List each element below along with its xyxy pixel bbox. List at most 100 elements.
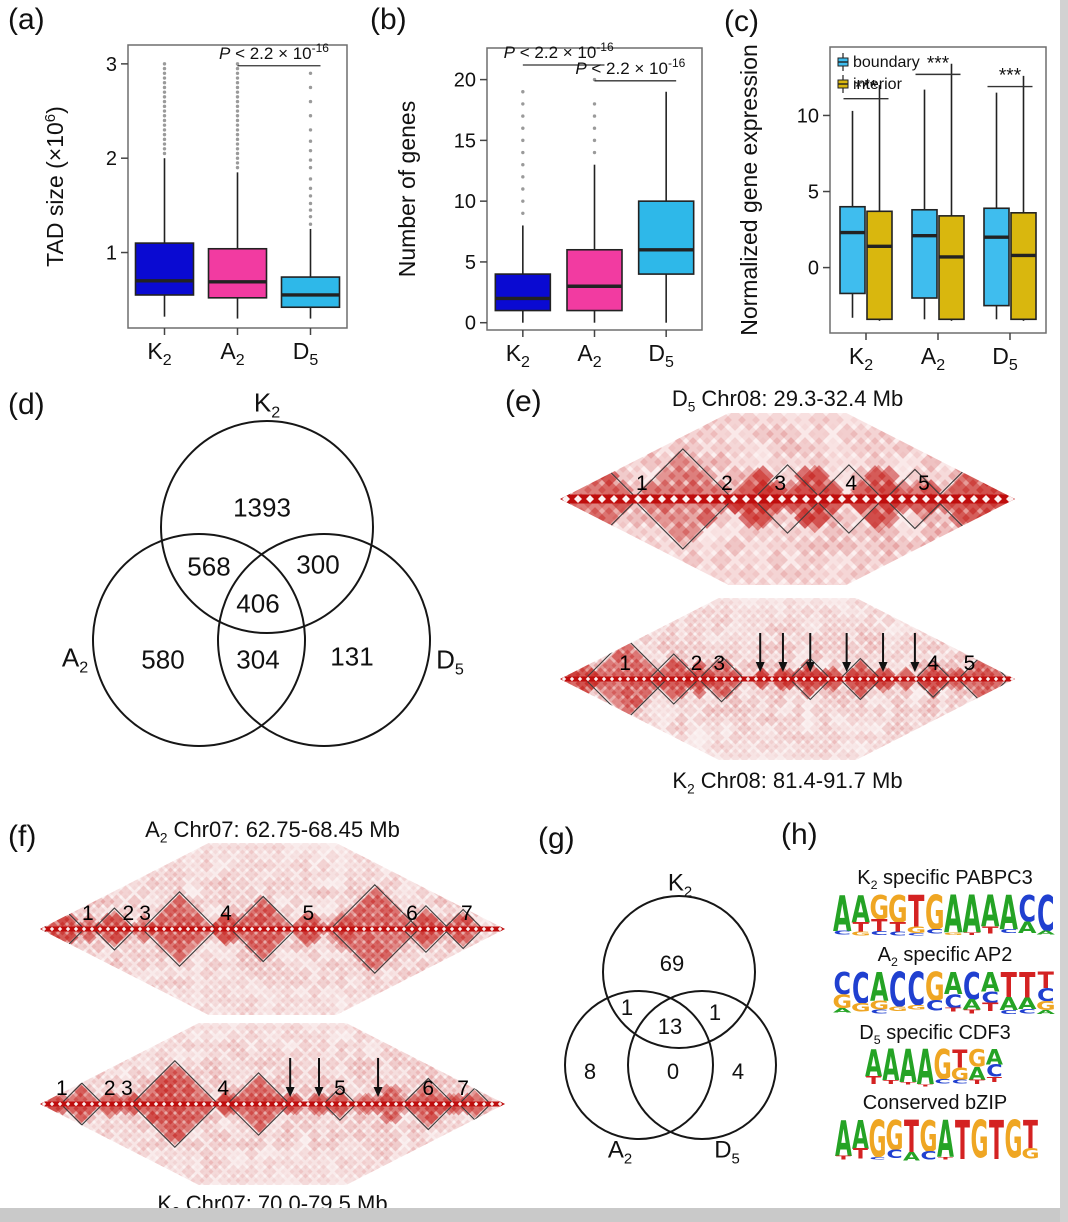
boxplot-number-of-genes: 0 5 10 15 20 Number of genes K2 A2 D5 P < 2.2 × 1…	[394, 40, 703, 371]
svg-text:A2: A2	[921, 343, 945, 372]
svg-text:boundary: boundary	[853, 54, 920, 71]
svg-text:C: C	[852, 970, 870, 1014]
venn-circle-d5	[217, 533, 431, 747]
panel-label-e: (e)	[505, 385, 542, 418]
logo-title-cdf3: D5 specific CDF3	[859, 1022, 1011, 1047]
svg-text:C: C	[1000, 929, 1018, 935]
svg-text:T: T	[1001, 970, 1018, 1007]
panel-label-b: (b)	[370, 3, 407, 36]
svg-text:7: 7	[457, 1077, 469, 1100]
venn-count-k2-d5: 1	[708, 1000, 722, 1025]
svg-text:3: 3	[713, 652, 725, 675]
svg-text:A2: A2	[577, 340, 601, 371]
svg-text:C: C	[833, 970, 851, 1002]
panel-label-c: (c)	[724, 5, 759, 38]
venn-count-a2-only: 8	[583, 1059, 597, 1084]
venn-count-d5-only: 131	[330, 641, 374, 672]
venn-set-label-d5: D5	[436, 644, 464, 679]
panel-d: (d) K2 A2 D5 1393 568 300 406 580 304 13…	[5, 380, 515, 815]
svg-text:1: 1	[636, 472, 648, 495]
svg-text:T: T	[952, 1047, 968, 1074]
svg-text:A: A	[981, 970, 1000, 998]
svg-text:5: 5	[302, 902, 314, 925]
svg-text:T: T	[883, 1080, 898, 1086]
svg-text:A: A	[833, 893, 851, 939]
svg-text:4: 4	[845, 472, 857, 495]
svg-text:T: T	[890, 920, 907, 936]
svg-text:P < 2.2 × 10-16: P < 2.2 × 10-16	[504, 40, 614, 62]
svg-text:A: A	[1037, 1009, 1055, 1015]
svg-text:G: G	[943, 932, 963, 936]
svg-text:A: A	[963, 893, 982, 939]
svg-text:2: 2	[123, 902, 135, 925]
svg-text:D5: D5	[648, 340, 674, 371]
svg-text:C: C	[889, 970, 907, 1018]
svg-text:T: T	[918, 1084, 933, 1088]
venn-count-k2-only: 69	[659, 951, 685, 976]
svg-text:C: C	[907, 970, 925, 1016]
svg-text:***: ***	[999, 66, 1022, 87]
svg-text:A: A	[1000, 893, 1019, 939]
svg-text:C: C	[908, 932, 925, 936]
svg-text:A: A	[903, 1151, 921, 1164]
svg-text:C: C	[870, 931, 888, 937]
svg-text:A: A	[981, 893, 999, 938]
panel-label-h: (h)	[781, 818, 818, 851]
logo-title-bzip: Conserved bZIP	[862, 1092, 1008, 1114]
svg-text:G: G	[968, 1047, 986, 1073]
svg-text:A2: A2	[220, 338, 244, 369]
svg-text:A: A	[1037, 930, 1055, 936]
svg-text:G: G	[869, 893, 889, 927]
hic-title-d5-chr08: D5 Chr08: 29.3-32.4 Mb	[671, 386, 904, 415]
svg-text:K2: K2	[506, 340, 530, 371]
svg-text:2: 2	[106, 148, 117, 170]
venn-set-label-a2: A2	[607, 1136, 633, 1168]
svg-text:A: A	[870, 970, 888, 1010]
svg-text:1: 1	[106, 243, 117, 265]
svg-text:T: T	[904, 1118, 919, 1164]
venn-set-label-k2: K2	[667, 869, 693, 901]
svg-text:T: T	[836, 1155, 851, 1161]
svg-text:P < 2.2 × 10-16: P < 2.2 × 10-16	[575, 56, 685, 78]
svg-text:G: G	[1005, 1118, 1023, 1166]
boxplot-gene-expression: 0 5 10 Normalized gene expression K2 A2 D5 *** *…	[736, 44, 1047, 372]
svg-text:C: C	[1018, 1008, 1036, 1015]
window-edge-bottom	[0, 1208, 1068, 1222]
svg-text:1: 1	[56, 1077, 68, 1100]
svg-text:T: T	[970, 1079, 986, 1086]
svg-text:2: 2	[691, 652, 703, 675]
svg-text:T: T	[982, 1001, 999, 1014]
svg-text:C: C	[889, 931, 907, 937]
venn-count-center: 13	[657, 1014, 683, 1039]
venn-count-d5-only: 4	[731, 1059, 745, 1084]
svg-text:1: 1	[619, 652, 631, 675]
svg-text:T: T	[964, 1009, 981, 1015]
svg-text:A: A	[865, 1047, 882, 1086]
svg-text:5: 5	[465, 252, 476, 274]
venn-count-k2-a2: 568	[187, 551, 231, 582]
hic-title-k2-chr08: K2 Chr08: 81.4-91.7 Mb	[672, 768, 903, 797]
svg-text:A: A	[963, 997, 981, 1013]
svg-text:1: 1	[82, 902, 94, 925]
svg-text:G: G	[1036, 999, 1055, 1014]
svg-text:A: A	[835, 1118, 852, 1166]
svg-text:4: 4	[927, 652, 939, 675]
venn-count-k2-d5: 300	[296, 549, 340, 580]
svg-text:5: 5	[918, 472, 930, 495]
svg-text:10: 10	[797, 105, 819, 127]
svg-text:G: G	[1022, 1147, 1039, 1163]
svg-text:C: C	[986, 1061, 1002, 1081]
svg-text:G: G	[925, 893, 945, 939]
svg-text:T: T	[964, 932, 981, 936]
svg-text:C: C	[870, 1009, 888, 1015]
svg-text:C: C	[833, 930, 851, 936]
svg-text:C: C	[886, 1148, 902, 1161]
svg-text:G: G	[920, 1118, 938, 1163]
logo-title-ap2: A2 specific AP2	[877, 944, 1013, 969]
svg-text:G: G	[833, 991, 852, 1013]
venn-count-a2-d5: 304	[236, 644, 280, 675]
svg-text:T: T	[1019, 970, 1036, 1007]
panel-a: (a) 1 2 3 TAD size (×106) K2 A2 D5 P < 2.2 × 10…	[0, 0, 360, 375]
svg-text:D5: D5	[992, 343, 1018, 372]
